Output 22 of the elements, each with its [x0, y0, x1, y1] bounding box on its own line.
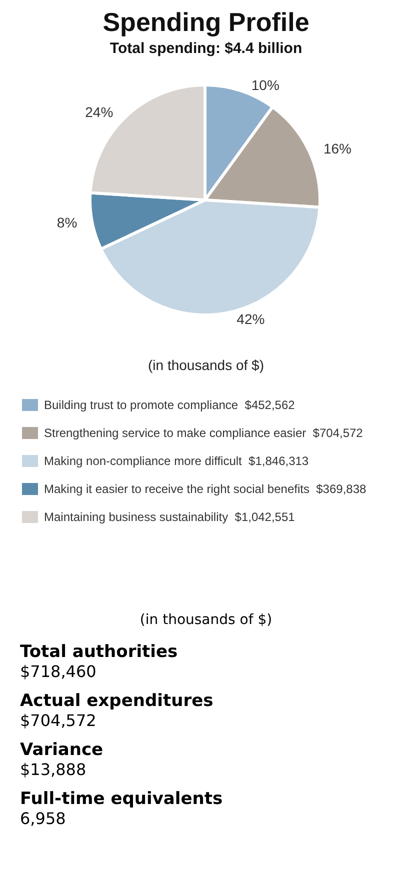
chart-title: Spending Profile	[102, 7, 310, 37]
text: Variance	[20, 740, 104, 760]
text: $718,460	[20, 662, 98, 681]
chart-subtitle: Total spending: $4.4 billion	[110, 40, 302, 57]
data-label: 42%	[236, 310, 265, 327]
text: 6,958	[20, 809, 67, 828]
legend-label: Strengthening service to make compliance easier $704,572	[44, 426, 364, 440]
text: (in thousands of $)	[148, 357, 264, 373]
data-label: 10%	[251, 76, 280, 93]
legend-label: Making it easier to receive the right social benefits $369,838	[44, 482, 367, 496]
data-label: 24%	[85, 104, 114, 120]
text: (in thousands of $)	[138, 612, 274, 628]
text: Actual expenditures	[20, 691, 214, 711]
text: $13,888	[20, 760, 88, 779]
data-label: 8%	[56, 214, 78, 231]
data-label: 16%	[323, 140, 352, 156]
legend-label: Maintaining business sustainability $1,042,551	[44, 510, 296, 524]
text: $704,572	[20, 711, 98, 730]
text: Full-time equivalents	[20, 789, 224, 809]
legend-label: Building trust to promote compliance $452,562	[44, 398, 296, 412]
text: Total authorities	[20, 642, 179, 662]
legend-label: Making non-compliance more difficult $1,846,313	[44, 454, 309, 468]
